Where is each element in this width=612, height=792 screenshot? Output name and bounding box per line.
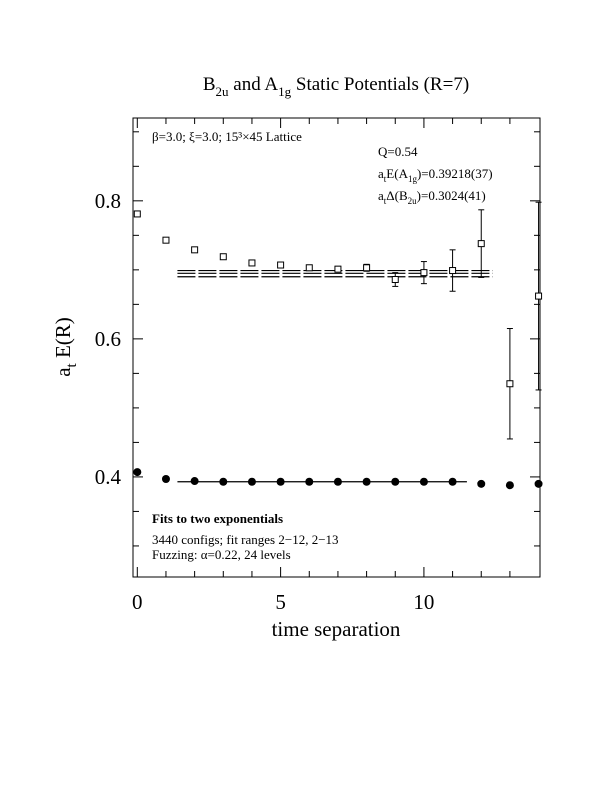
y-tick-label: 0.6 bbox=[95, 327, 121, 351]
data-point bbox=[248, 259, 256, 267]
annotation-part: )=0.39218(37) bbox=[417, 166, 493, 181]
data-point bbox=[247, 477, 256, 486]
annotation-part: t bbox=[384, 174, 387, 184]
x-tick-label: 5 bbox=[275, 590, 286, 614]
data-point bbox=[448, 477, 457, 486]
data-point bbox=[334, 265, 342, 273]
annotation-part: a bbox=[378, 166, 384, 181]
chart-title-part: Static Potentials (R=7) bbox=[291, 74, 469, 95]
annotation: Q=0.54 bbox=[378, 144, 418, 159]
data-point bbox=[535, 292, 543, 300]
data-point bbox=[305, 264, 313, 272]
annotation: 3440 configs; fit ranges 2−12, 2−13 bbox=[152, 532, 339, 547]
data-point bbox=[363, 264, 371, 272]
data-point bbox=[276, 477, 285, 486]
x-axis-label: time separation bbox=[272, 617, 401, 641]
data-point bbox=[190, 477, 199, 486]
y-tick-label: 0.4 bbox=[95, 465, 122, 489]
data-point bbox=[277, 261, 285, 269]
chart-title-part: 1g bbox=[278, 84, 292, 99]
chart-title: B2u and A1g Static Potentials (R=7) bbox=[203, 74, 469, 99]
data-point bbox=[534, 479, 543, 488]
y-axis-label-part: E(R) bbox=[51, 317, 75, 363]
data-point bbox=[391, 477, 400, 486]
data-point bbox=[449, 267, 457, 275]
annotation-part: Δ(B bbox=[386, 188, 408, 203]
annotation-part: β=3.0; ξ=3.0; 15³×45 Lattice bbox=[152, 129, 302, 144]
data-point bbox=[219, 253, 227, 261]
y-axis-label-part: t bbox=[64, 362, 80, 367]
data-point bbox=[391, 276, 399, 284]
data-point bbox=[305, 477, 314, 486]
data-point bbox=[477, 240, 485, 248]
chart-title-part: B bbox=[203, 74, 216, 95]
annotation: atE(A1g)=0.39218(37) bbox=[378, 166, 493, 184]
annotation-part: 2u bbox=[408, 196, 418, 206]
data-point bbox=[506, 380, 514, 388]
annotation-part: 3440 configs; fit ranges 2−12, 2−13 bbox=[152, 532, 339, 547]
annotation-part: t bbox=[384, 196, 387, 206]
annotation: Fuzzing: α=0.22, 24 levels bbox=[152, 547, 291, 562]
annotation-part: 1g bbox=[408, 174, 418, 184]
annotation-part: a bbox=[378, 188, 384, 203]
data-point bbox=[161, 474, 170, 483]
annotation-part: Fuzzing: α=0.22, 24 levels bbox=[152, 547, 291, 562]
data-point bbox=[162, 236, 170, 244]
x-tick-label: 0 bbox=[132, 590, 143, 614]
annotation: atΔ(B2u)=0.3024(41) bbox=[378, 188, 486, 206]
y-axis-label: at E(R) bbox=[51, 317, 80, 377]
data-point bbox=[191, 246, 199, 254]
data-point bbox=[133, 468, 142, 477]
plot-frame bbox=[132, 117, 541, 578]
annotation: β=3.0; ξ=3.0; 15³×45 Lattice bbox=[152, 129, 302, 144]
x-axis-label-part: time separation bbox=[272, 617, 401, 641]
data-point bbox=[419, 477, 428, 486]
data-point bbox=[133, 210, 141, 218]
annotation-part: E(A bbox=[386, 166, 408, 181]
y-tick-label: 0.8 bbox=[95, 189, 121, 213]
chart-title-part: 2u bbox=[216, 84, 230, 99]
data-point bbox=[219, 477, 228, 486]
y-axis-label-part: a bbox=[51, 367, 75, 377]
data-point bbox=[477, 479, 486, 488]
annotation-part: Q=0.54 bbox=[378, 144, 418, 159]
data-point bbox=[420, 269, 428, 277]
x-tick-label: 10 bbox=[413, 590, 434, 614]
data-point bbox=[333, 477, 342, 486]
chart-title-part: and A bbox=[229, 74, 279, 95]
annotation-part: )=0.3024(41) bbox=[417, 188, 486, 203]
annotation: Fits to two exponentials bbox=[152, 511, 283, 526]
annotation-part: Fits to two exponentials bbox=[152, 511, 283, 526]
data-point bbox=[362, 477, 371, 486]
data-point bbox=[505, 481, 514, 490]
